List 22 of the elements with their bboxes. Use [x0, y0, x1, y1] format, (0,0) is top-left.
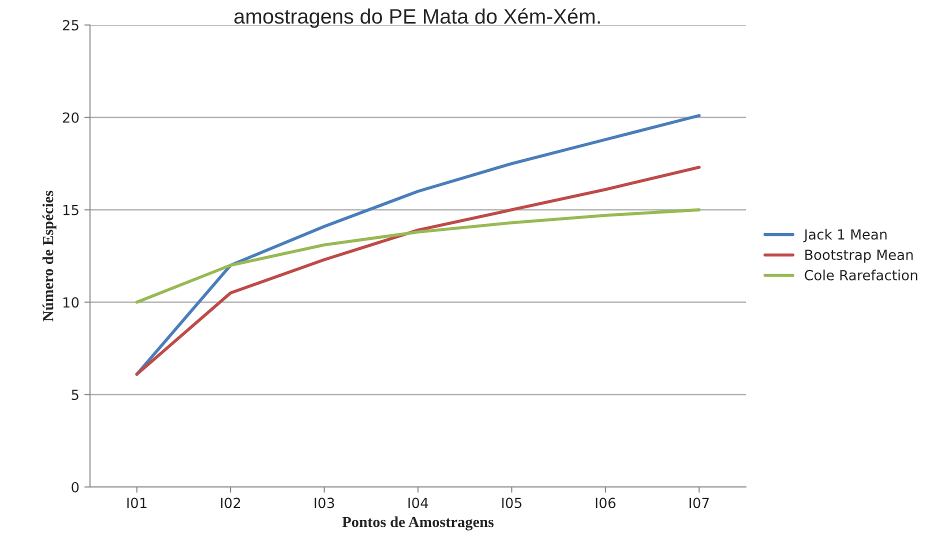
x-tick-label: I02: [221, 498, 240, 508]
y-tick-label: 0: [72, 482, 79, 492]
line-series: [135, 166, 701, 376]
x-tick-label: I06: [596, 498, 616, 508]
y-tick-label: 25: [62, 20, 78, 30]
line-series: [135, 208, 701, 304]
x-tick-label: I05: [502, 498, 522, 508]
y-tick-label: 5: [72, 390, 78, 400]
x-tick-label: I03: [314, 498, 334, 508]
y-axis-title: Número de Espécies: [42, 190, 56, 322]
legend-label: Bootstrap Mean: [805, 250, 913, 263]
x-tick-label: I01: [127, 498, 146, 508]
legend-label: Jack 1 Mean: [803, 228, 887, 242]
line-series: [135, 114, 701, 376]
y-tick-label: 15: [63, 204, 78, 216]
chart-title: amostragens do PE Mata do Xém-Xém.: [234, 8, 600, 28]
legend-label: Cole Rarefaction: [804, 270, 918, 280]
y-tick-label: 10: [63, 297, 79, 308]
x-tick-label: I07: [690, 498, 709, 508]
x-tick-label: I04: [408, 498, 428, 508]
y-tick-label: 20: [62, 112, 79, 123]
x-axis-title: Pontos de Amostragens: [342, 516, 494, 530]
